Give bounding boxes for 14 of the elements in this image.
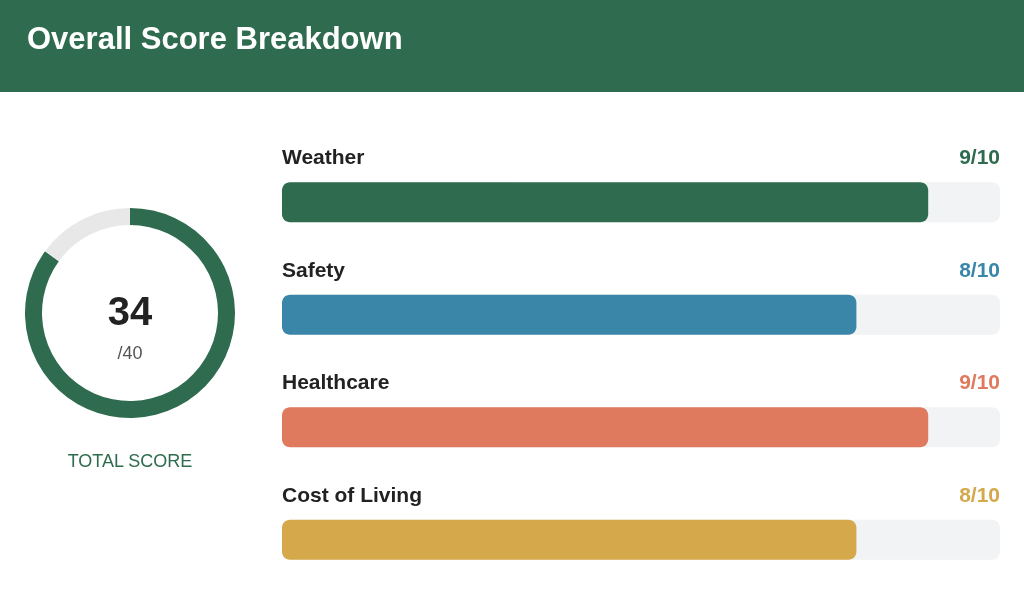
data-label: 8/10 (959, 482, 1000, 506)
text: TOTAL SCORE (67, 451, 193, 471)
category-label: Cost of Living (282, 482, 422, 506)
donut-slice (25, 208, 235, 418)
text: 34 (107, 289, 153, 333)
chart-title: Overall Score Breakdown (27, 21, 403, 56)
text: /40 (117, 343, 143, 363)
data-label: 8/10 (959, 257, 1000, 281)
category-label: Healthcare (282, 370, 390, 394)
category-label: Weather (282, 145, 365, 169)
category-label: Safety (282, 257, 346, 281)
data-label: 9/10 (959, 370, 1000, 394)
donut-slice (45, 208, 130, 262)
data-label: 9/10 (959, 145, 1000, 169)
